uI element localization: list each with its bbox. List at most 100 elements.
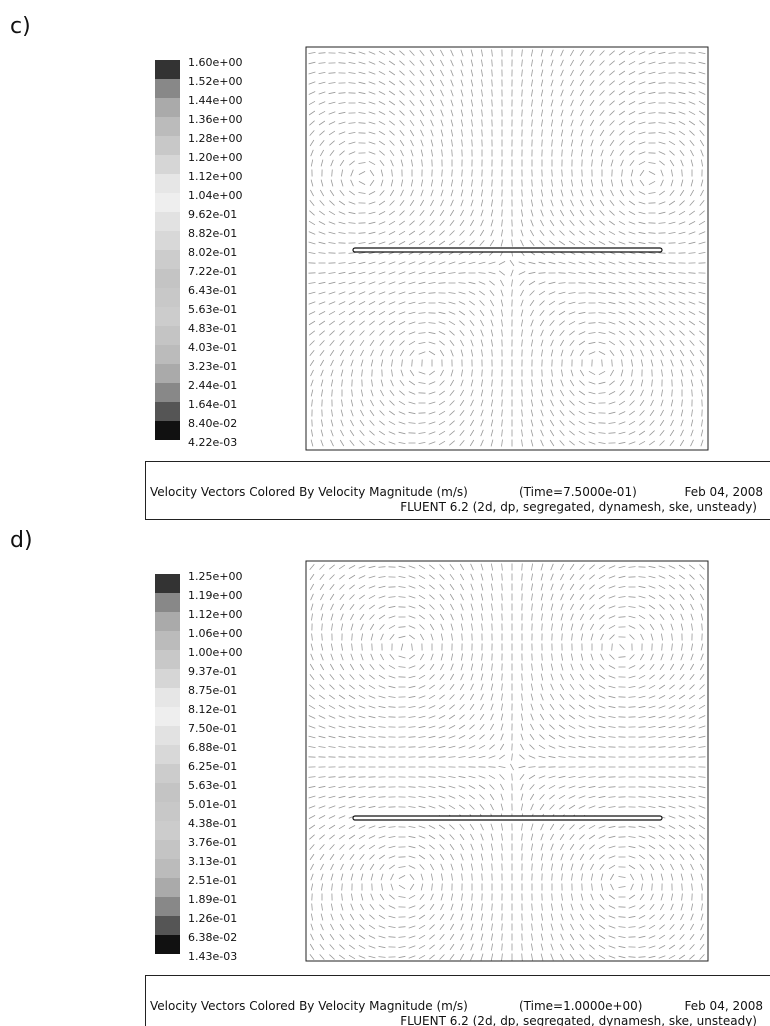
legend-label: 3.13e-01 bbox=[188, 855, 237, 868]
colorbar-swatch bbox=[155, 631, 180, 650]
colorbar-swatch bbox=[155, 307, 180, 326]
legend-label: 9.62e-01 bbox=[188, 208, 237, 221]
legend-label: 9.37e-01 bbox=[188, 665, 237, 678]
colorbar-swatch bbox=[155, 593, 180, 612]
legend-label: 6.88e-01 bbox=[188, 741, 237, 754]
caption-solver: FLUENT 6.2 (2d, dp, segregated, dynamesh… bbox=[400, 1014, 757, 1026]
vector-field bbox=[308, 49, 706, 447]
legend-label: 1.20e+00 bbox=[188, 151, 242, 164]
colorbar-swatch bbox=[155, 98, 180, 117]
panel-label: d) bbox=[10, 528, 33, 553]
legend-label: 7.22e-01 bbox=[188, 265, 237, 278]
legend-label: 8.40e-02 bbox=[188, 417, 237, 430]
legend-label: 8.12e-01 bbox=[188, 703, 237, 716]
colorbar-swatch bbox=[155, 136, 180, 155]
colorbar-swatch bbox=[155, 193, 180, 212]
legend-label: 1.25e+00 bbox=[188, 570, 242, 583]
plot-frame bbox=[305, 560, 709, 962]
caption-box bbox=[145, 975, 770, 1026]
caption-solver: FLUENT 6.2 (2d, dp, segregated, dynamesh… bbox=[400, 500, 757, 514]
legend-label: 4.38e-01 bbox=[188, 817, 237, 830]
legend-label: 1.64e-01 bbox=[188, 398, 237, 411]
colorbar-swatch bbox=[155, 383, 180, 402]
legend-label: 4.22e-03 bbox=[188, 436, 237, 449]
colorbar-swatch bbox=[155, 212, 180, 231]
legend-label: 4.83e-01 bbox=[188, 322, 237, 335]
legend-label: 1.60e+00 bbox=[188, 56, 242, 69]
colorbar-swatch bbox=[155, 326, 180, 345]
legend-label: 2.44e-01 bbox=[188, 379, 237, 392]
legend-label: 1.52e+00 bbox=[188, 75, 242, 88]
colorbar-swatch bbox=[155, 764, 180, 783]
legend-label: 1.43e-03 bbox=[188, 950, 237, 963]
legend-label: 1.06e+00 bbox=[188, 627, 242, 640]
legend-label: 1.12e+00 bbox=[188, 608, 242, 621]
legend-label: 8.02e-01 bbox=[188, 246, 237, 259]
legend-label: 5.63e-01 bbox=[188, 303, 237, 316]
plate bbox=[352, 815, 663, 821]
colorbar-swatch bbox=[155, 402, 180, 421]
legend-label: 1.00e+00 bbox=[188, 646, 242, 659]
colorbar-swatch bbox=[155, 421, 180, 440]
colorbar-swatch bbox=[155, 288, 180, 307]
legend-label: 3.76e-01 bbox=[188, 836, 237, 849]
colorbar-swatch bbox=[155, 745, 180, 764]
legend-label: 6.38e-02 bbox=[188, 931, 237, 944]
legend-label: 2.51e-01 bbox=[188, 874, 237, 887]
caption-time: (Time=1.0000e+00) bbox=[519, 999, 642, 1013]
legend-label: 1.04e+00 bbox=[188, 189, 242, 202]
panel-label: c) bbox=[10, 14, 31, 39]
colorbar-swatch bbox=[155, 345, 180, 364]
colorbar-swatch bbox=[155, 174, 180, 193]
caption-date: Feb 04, 2008 bbox=[685, 485, 764, 499]
caption-date: Feb 04, 2008 bbox=[685, 999, 764, 1013]
caption-box bbox=[145, 461, 770, 520]
legend-label: 1.36e+00 bbox=[188, 113, 242, 126]
colorbar-swatch bbox=[155, 878, 180, 897]
legend-label: 5.63e-01 bbox=[188, 779, 237, 792]
caption-title: Velocity Vectors Colored By Velocity Mag… bbox=[150, 485, 468, 499]
colorbar-swatch bbox=[155, 859, 180, 878]
colorbar-swatch bbox=[155, 821, 180, 840]
colorbar-swatch bbox=[155, 783, 180, 802]
legend-label: 6.43e-01 bbox=[188, 284, 237, 297]
legend-label: 1.12e+00 bbox=[188, 170, 242, 183]
legend-label: 6.25e-01 bbox=[188, 760, 237, 773]
legend-label: 8.75e-01 bbox=[188, 684, 237, 697]
colorbar-swatch bbox=[155, 269, 180, 288]
legend-label: 7.50e-01 bbox=[188, 722, 237, 735]
legend-label: 5.01e-01 bbox=[188, 798, 237, 811]
colorbar-swatch bbox=[155, 155, 180, 174]
colorbar-swatch bbox=[155, 916, 180, 935]
legend-label: 1.89e-01 bbox=[188, 893, 237, 906]
colorbar-swatch bbox=[155, 79, 180, 98]
colorbar-swatch bbox=[155, 897, 180, 916]
legend-label: 8.82e-01 bbox=[188, 227, 237, 240]
caption-time: (Time=7.5000e-01) bbox=[519, 485, 637, 499]
colorbar-swatch bbox=[155, 574, 180, 593]
colorbar-swatch bbox=[155, 707, 180, 726]
colorbar-swatch bbox=[155, 250, 180, 269]
colorbar-swatch bbox=[155, 231, 180, 250]
colorbar-swatch bbox=[155, 364, 180, 383]
colorbar-swatch bbox=[155, 612, 180, 631]
legend-label: 4.03e-01 bbox=[188, 341, 237, 354]
colorbar-swatch bbox=[155, 669, 180, 688]
plate bbox=[352, 247, 663, 253]
colorbar-swatch bbox=[155, 802, 180, 821]
colorbar-swatch bbox=[155, 650, 180, 669]
colorbar-swatch bbox=[155, 60, 180, 79]
legend-label: 1.28e+00 bbox=[188, 132, 242, 145]
vector-field bbox=[308, 563, 706, 961]
legend-label: 1.44e+00 bbox=[188, 94, 242, 107]
colorbar-swatch bbox=[155, 935, 180, 954]
plot-frame bbox=[305, 46, 709, 451]
legend-label: 1.19e+00 bbox=[188, 589, 242, 602]
colorbar-swatch bbox=[155, 840, 180, 859]
caption-title: Velocity Vectors Colored By Velocity Mag… bbox=[150, 999, 468, 1013]
colorbar-swatch bbox=[155, 117, 180, 136]
colorbar-swatch bbox=[155, 688, 180, 707]
legend-label: 3.23e-01 bbox=[188, 360, 237, 373]
